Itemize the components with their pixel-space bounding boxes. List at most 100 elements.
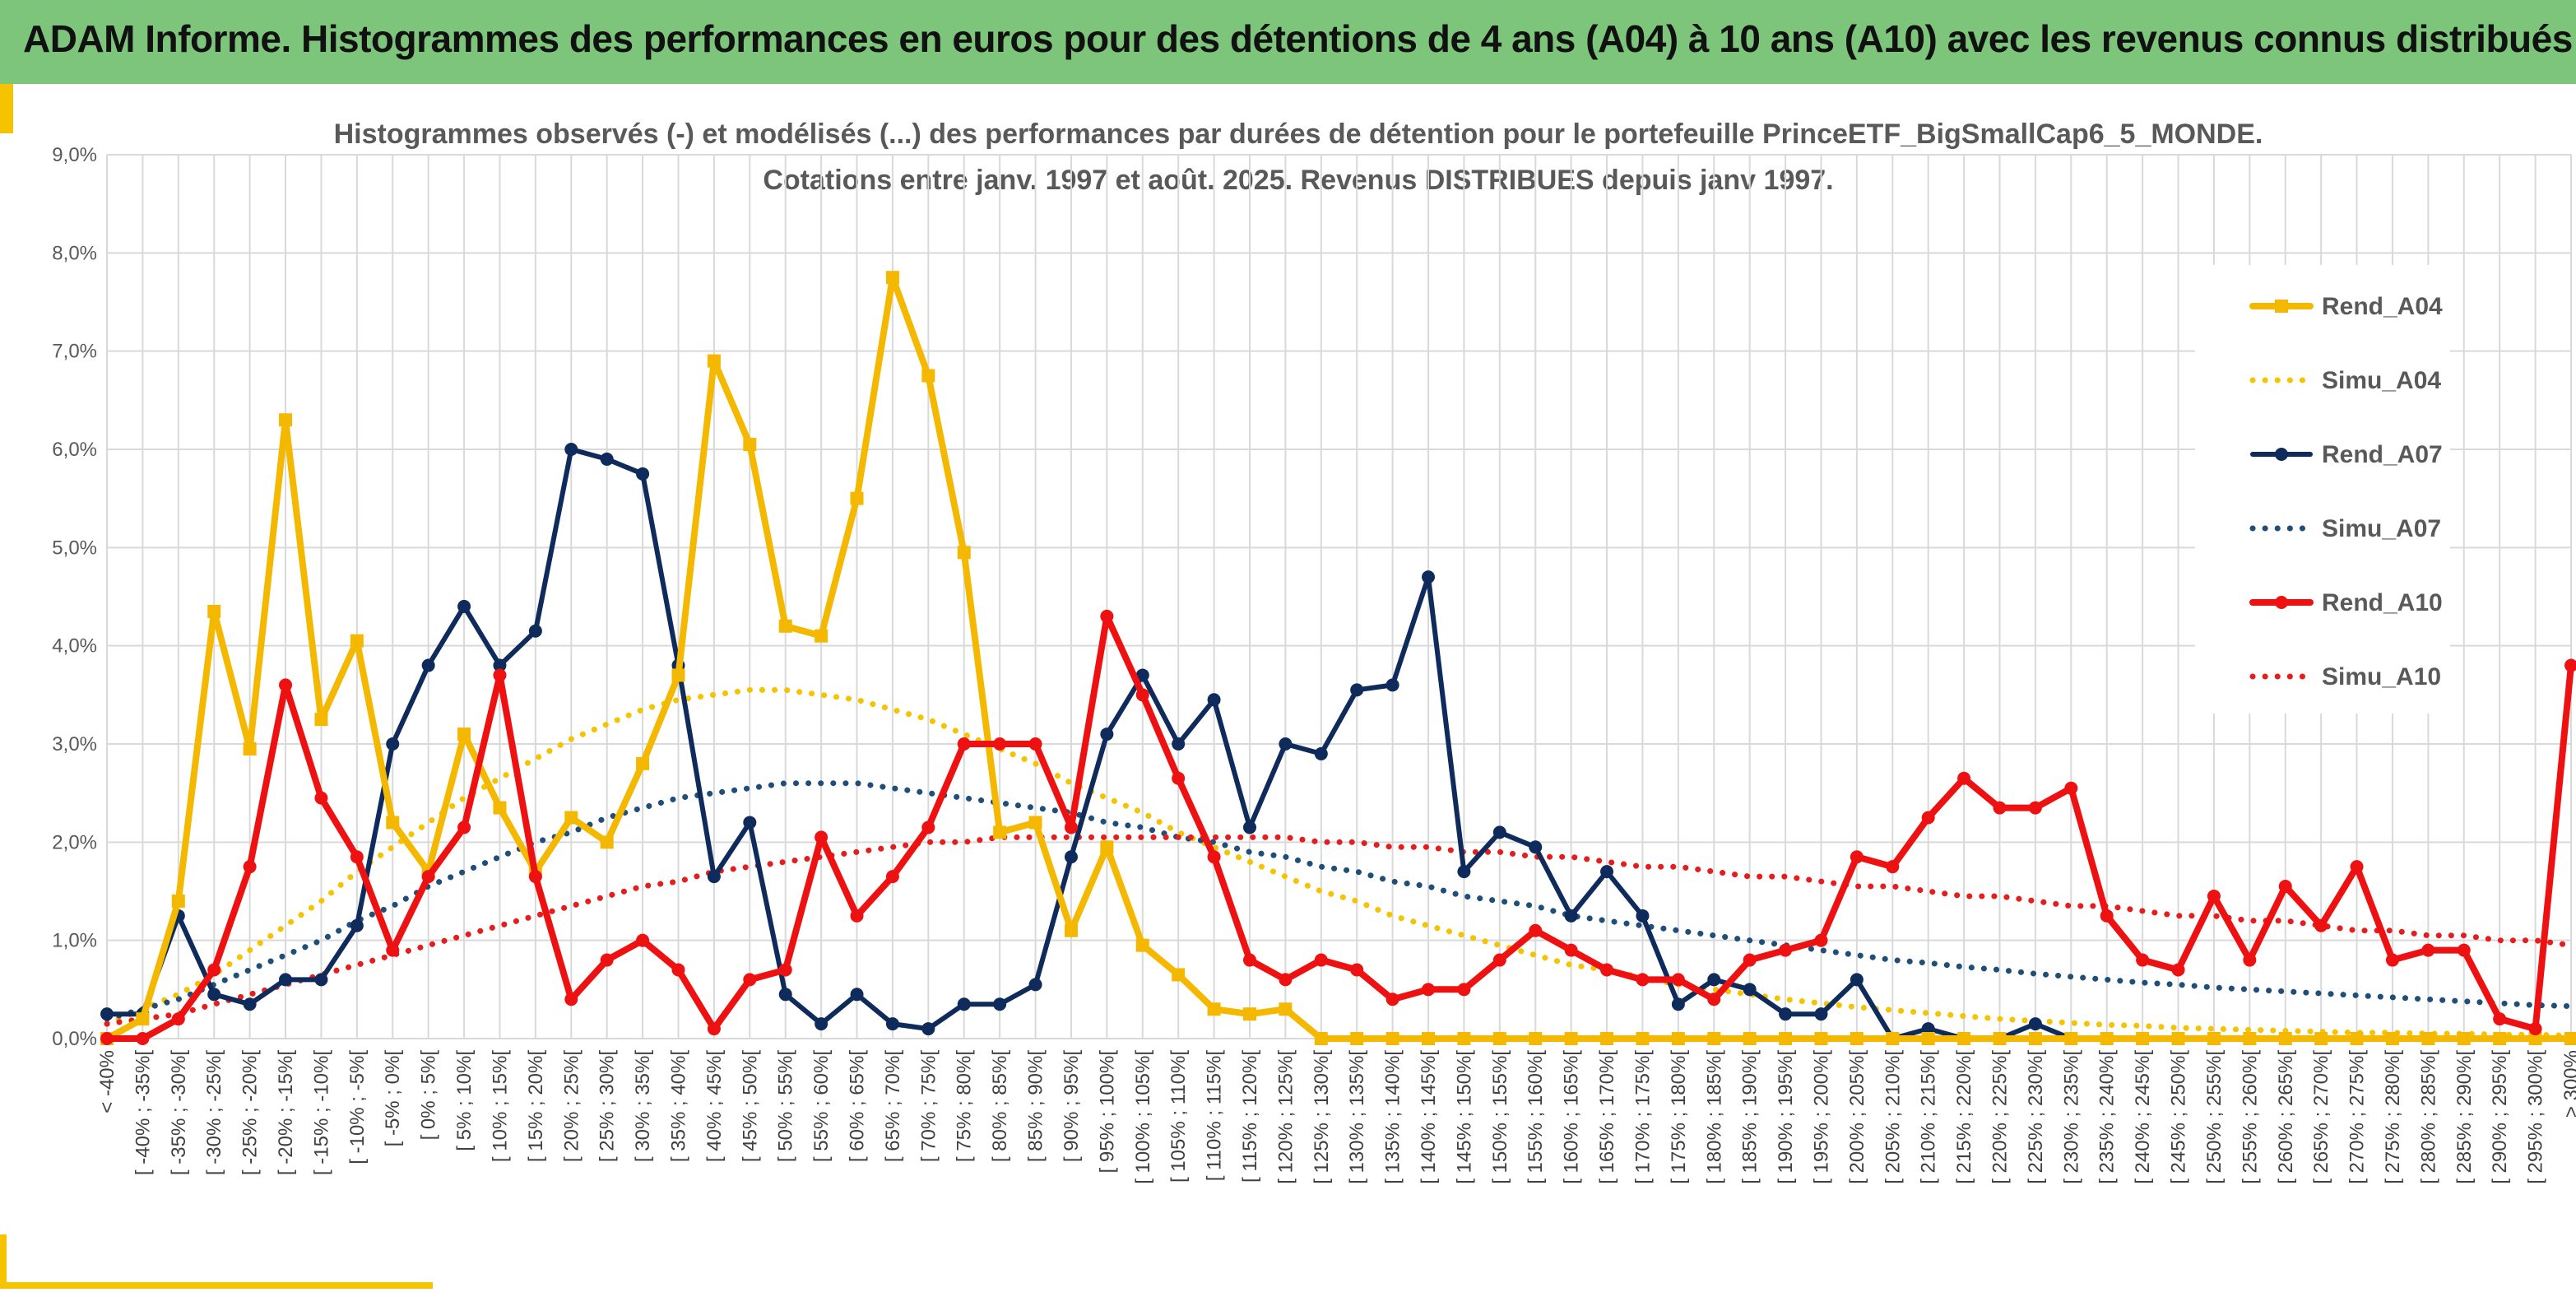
data-point [600, 452, 614, 466]
data-point [1457, 865, 1471, 879]
data-point [1492, 825, 1506, 839]
y-tick-label: 1,0% [52, 930, 97, 952]
data-point [1279, 737, 1293, 751]
data-point [743, 973, 757, 987]
x-tick-label: [ 240% ; 245%[ [2132, 1050, 2154, 1184]
data-point [564, 811, 578, 825]
x-tick-label: [ 255% ; 260%[ [2239, 1050, 2261, 1184]
data-point [1422, 983, 1436, 997]
data-point [1993, 1032, 2007, 1045]
data-point [671, 668, 685, 682]
data-point [1279, 973, 1293, 987]
data-point [1172, 737, 1186, 751]
x-tick-label: [ 290% ; 295%[ [2489, 1050, 2511, 1184]
data-point [1279, 1002, 1293, 1016]
data-point [2028, 801, 2042, 815]
y-tick-label: 4,0% [52, 635, 97, 658]
series-rend-a10 [100, 609, 2576, 1045]
data-point [493, 668, 507, 682]
data-point [1671, 973, 1685, 987]
x-tick-label: [ 0% ; 5%[ [418, 1050, 440, 1141]
data-point [993, 825, 1007, 839]
data-point [1422, 570, 1436, 584]
chart-title: Histogrammes observés (-) et modélisés (… [334, 119, 2263, 150]
x-tick-label: [ 165% ; 170%[ [1596, 1050, 1618, 1184]
frame-accent-left [0, 1234, 7, 1289]
x-tick-label: [ -25% ; -20%[ [239, 1050, 262, 1175]
data-point [564, 993, 578, 1006]
x-tick-label: [ 35% ; 40%[ [667, 1050, 689, 1162]
data-point [1707, 993, 1721, 1006]
data-point [2136, 1032, 2150, 1045]
data-point [1993, 801, 2007, 815]
report-title: ADAM Informe. Histogrammes des performan… [23, 17, 2573, 60]
data-point [171, 894, 185, 908]
x-tick-label: [ 105% ; 110%[ [1167, 1050, 1190, 1183]
x-tick-label: [ 15% ; 20%[ [525, 1050, 547, 1162]
data-point [279, 413, 293, 427]
series-line [104, 780, 2574, 1022]
frame-accent-bottom [0, 1282, 433, 1289]
data-point [2385, 1032, 2399, 1045]
data-point [600, 835, 614, 849]
x-tick-label: [ 85% ; 90%[ [1025, 1050, 1047, 1162]
data-point [457, 599, 471, 613]
x-tick-label: [ 220% ; 225%[ [1989, 1050, 2012, 1184]
data-point [421, 658, 435, 672]
data-point [921, 821, 935, 834]
x-tick-label: [ -30% ; -25%[ [203, 1050, 225, 1175]
x-tick-label: [ 110% ; 115%[ [1204, 1050, 1226, 1182]
data-point [1350, 683, 1364, 697]
data-point [2100, 1032, 2114, 1045]
data-point [885, 870, 899, 884]
x-tick-label: [ 210% ; 215%[ [1918, 1050, 1940, 1184]
data-point [2207, 1032, 2221, 1045]
x-tick-label: [ 65% ; 70%[ [882, 1050, 904, 1162]
series-line [104, 274, 2574, 1042]
legend-item: Rend_A04 [2249, 293, 2443, 320]
data-point [2493, 1012, 2507, 1026]
x-tick-label: [ -5% ; 0%[ [382, 1050, 404, 1147]
x-tick-label: [ 260% ; 265%[ [2275, 1050, 2297, 1184]
data-point [1207, 850, 1221, 864]
data-point [1100, 609, 1114, 623]
x-tick-label: [ 200% ; 205%[ [1846, 1050, 1868, 1184]
data-point [707, 354, 721, 368]
data-point [528, 624, 542, 638]
data-point [1100, 728, 1114, 741]
legend-marker [2275, 448, 2288, 461]
x-tick-label: [ 205% ; 210%[ [1882, 1050, 1904, 1184]
x-tick-label: [ 235% ; 240%[ [2096, 1050, 2119, 1184]
data-point [2528, 1032, 2542, 1045]
data-point [1600, 963, 1614, 977]
data-point [2243, 1032, 2257, 1045]
data-point [207, 988, 221, 1002]
x-tick-label: [ 245% ; 250%[ [2168, 1050, 2190, 1184]
legend-label: Rend_A07 [2322, 441, 2443, 468]
x-tick-label: [ -35% ; -30%[ [168, 1050, 190, 1175]
y-tick-label: 9,0% [52, 144, 97, 166]
data-point [2278, 880, 2292, 894]
legend-label: Simu_A07 [2322, 515, 2441, 542]
data-point [815, 830, 828, 844]
data-point [850, 909, 864, 923]
data-point [1921, 811, 1935, 825]
data-point [1457, 983, 1471, 997]
x-tick-label: [ 270% ; 275%[ [2346, 1050, 2369, 1184]
x-tick-label: [ 280% ; 285%[ [2417, 1050, 2439, 1184]
x-tick-label: [ 295% ; 300%[ [2525, 1050, 2547, 1184]
data-point [743, 438, 757, 452]
y-tick-label: 5,0% [52, 537, 97, 559]
y-tick-label: 3,0% [52, 733, 97, 755]
legend-item: Rend_A10 [2249, 589, 2443, 616]
data-point [1100, 840, 1114, 854]
x-tick-label: [ 145% ; 150%[ [1453, 1050, 1475, 1184]
x-tick-label: [ 175% ; 180%[ [1668, 1050, 1690, 1184]
data-point [350, 850, 364, 864]
data-point [243, 997, 257, 1011]
data-point [2457, 1032, 2471, 1045]
series-simu-a10 [104, 834, 2574, 1027]
legend-label: Rend_A04 [2322, 293, 2443, 320]
x-tick-label: [ 125% ; 130%[ [1311, 1050, 1333, 1184]
data-point [1743, 953, 1757, 967]
